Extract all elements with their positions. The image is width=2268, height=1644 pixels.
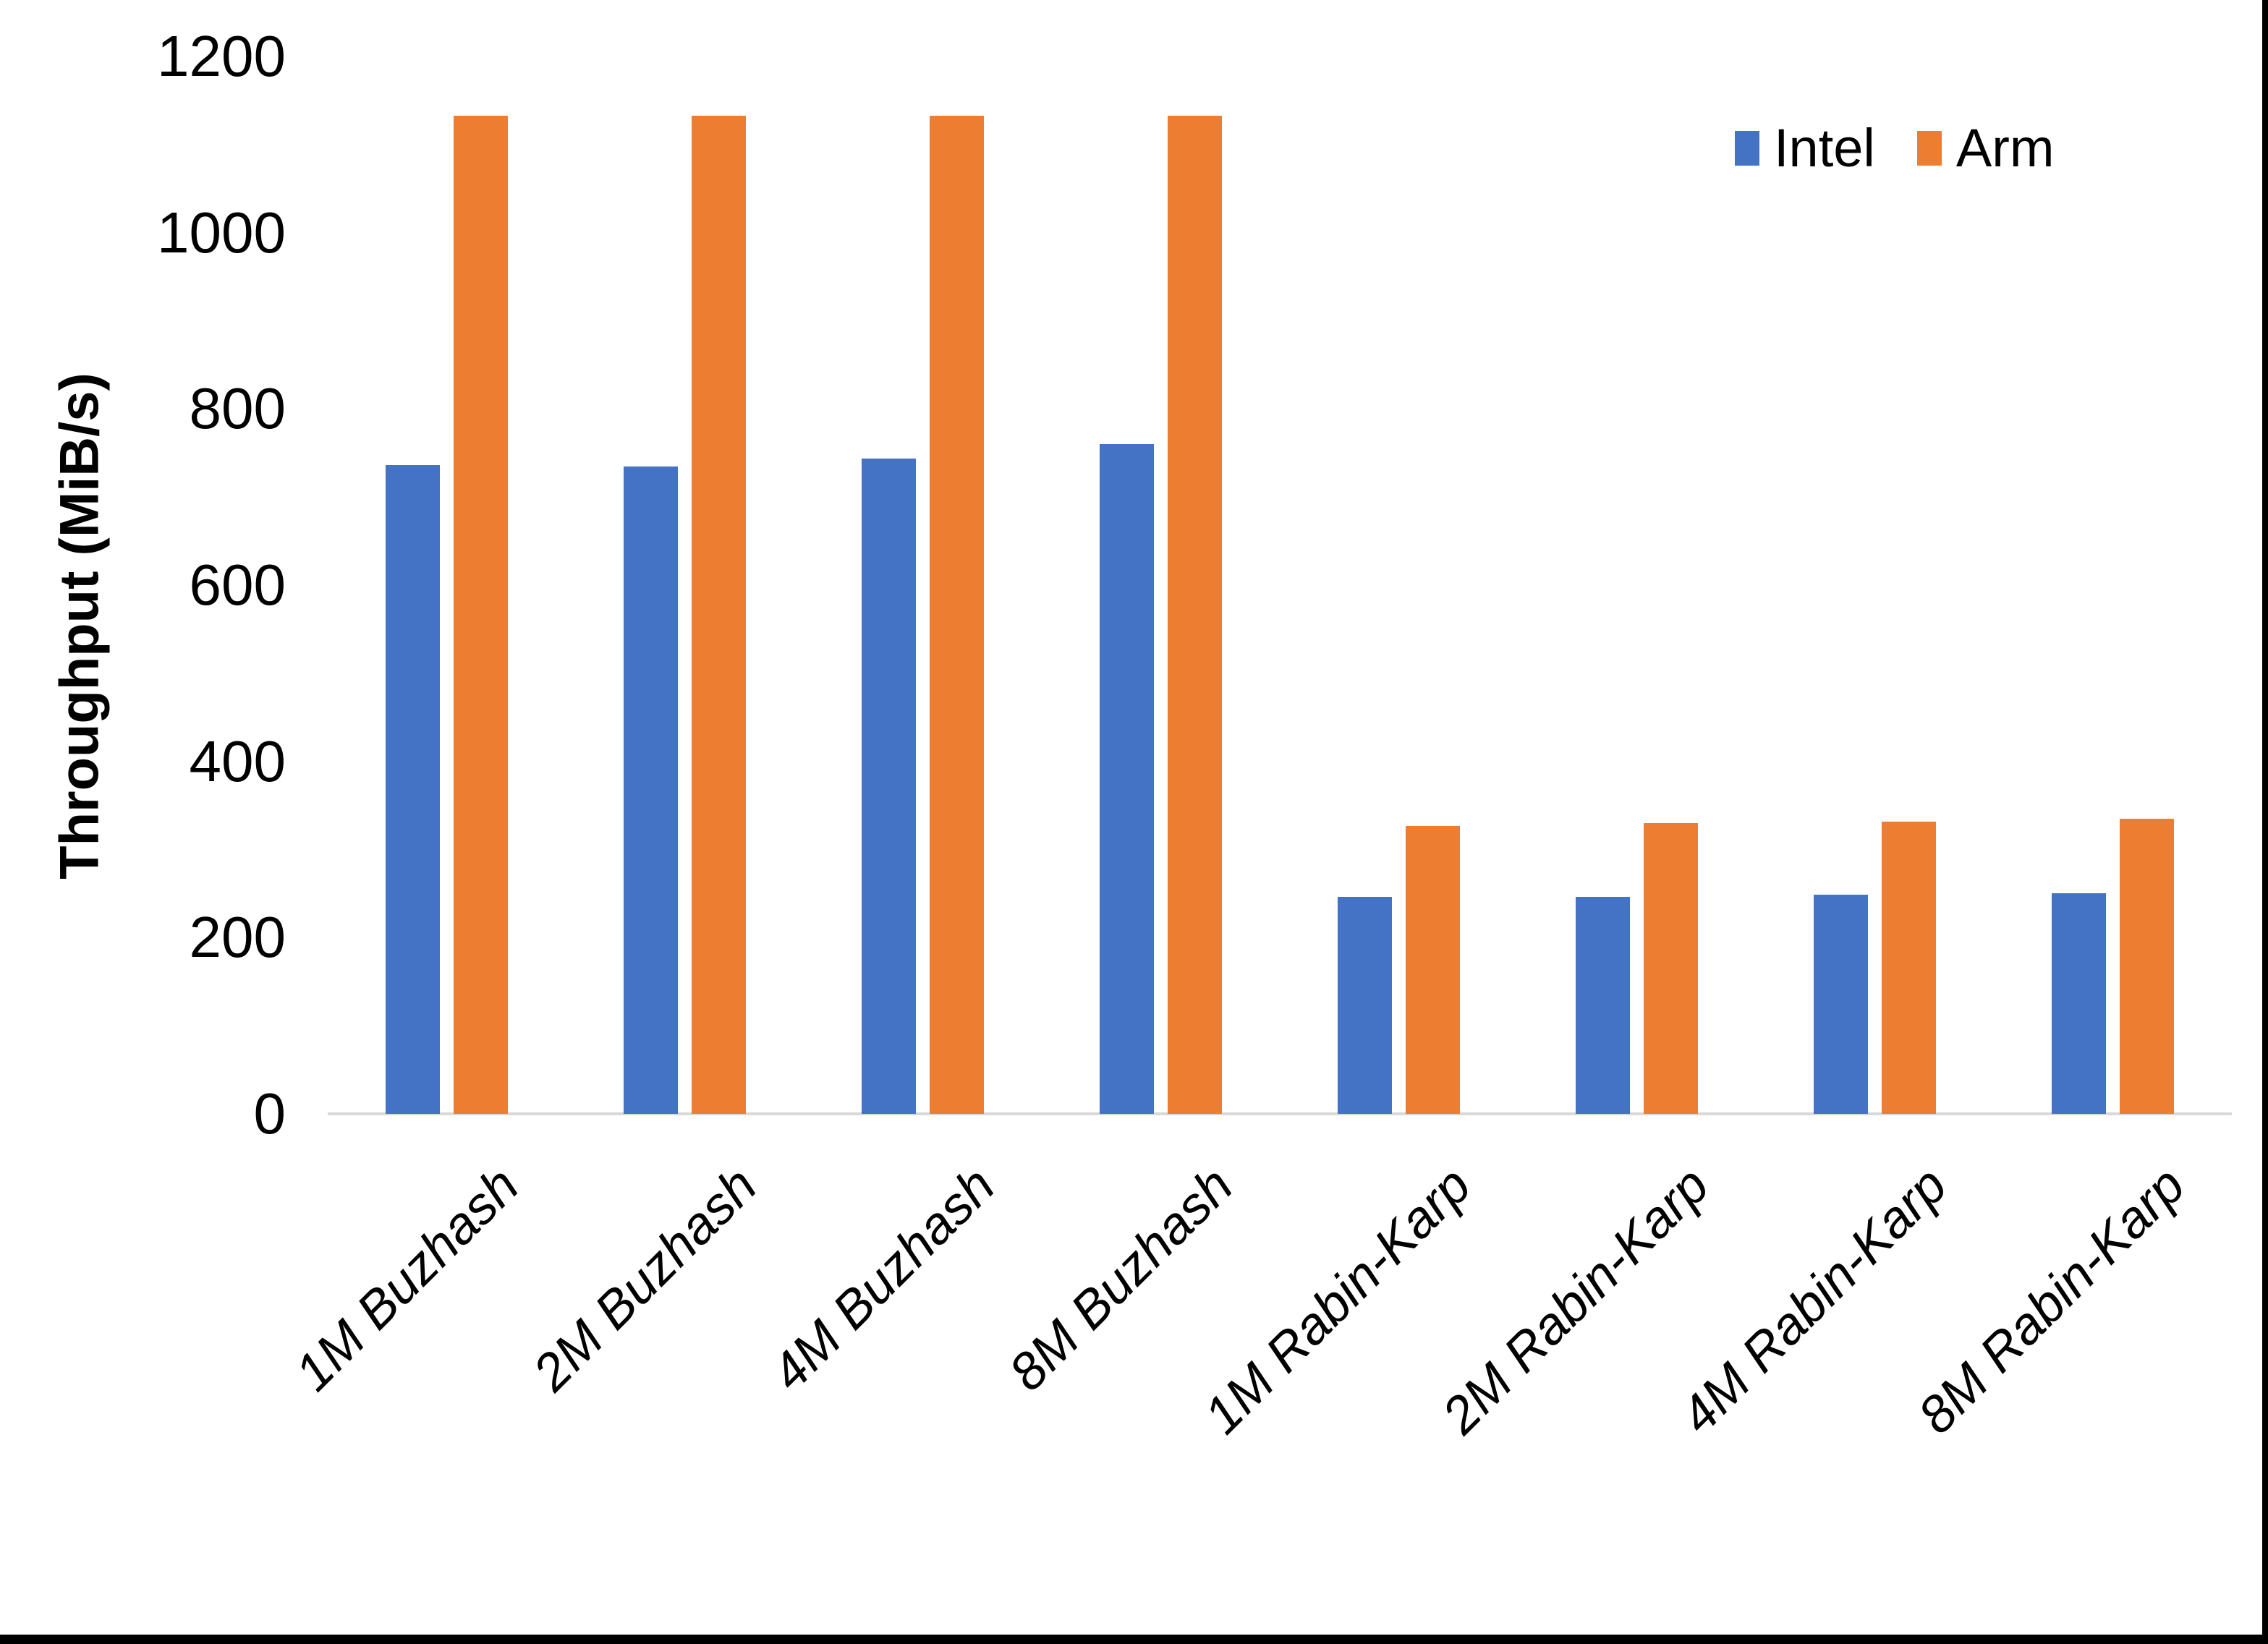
figure-border-right <box>2262 0 2268 1644</box>
x-axis-line <box>328 1112 2232 1115</box>
legend-swatch-arm <box>1916 130 1942 166</box>
x-label-4: 8M Buzhash <box>998 1156 1244 1402</box>
y-tick-label-200: 200 <box>189 905 286 970</box>
bar-arm-2 <box>692 115 746 1114</box>
bar-intel-1 <box>386 465 440 1114</box>
y-tick-label-800: 800 <box>189 376 286 441</box>
bar-intel-6 <box>1576 897 1630 1114</box>
bar-arm-8 <box>2120 818 2174 1114</box>
legend-label-intel: Intel <box>1774 118 1875 178</box>
bar-arm-5 <box>1406 825 1460 1114</box>
bar-intel-8 <box>2052 893 2106 1114</box>
x-label-3: 4M Buzhash <box>760 1156 1006 1402</box>
bar-arm-6 <box>1644 822 1698 1114</box>
bar-arm-3 <box>930 115 984 1114</box>
y-axis-title: Throughput (MiB/s) <box>48 372 111 880</box>
legend-swatch-intel <box>1735 130 1759 166</box>
bar-intel-4 <box>1100 444 1154 1114</box>
y-tick-label-600: 600 <box>189 553 286 617</box>
bar-intel-2 <box>624 466 678 1114</box>
y-tick-label-1000: 1000 <box>157 200 286 265</box>
bar-arm-7 <box>1882 821 1936 1114</box>
figure-border-bottom <box>0 1635 2268 1644</box>
x-label-1: 1M Buzhash <box>284 1156 530 1402</box>
legend-label-arm: Arm <box>1955 118 2055 178</box>
bar-intel-5 <box>1338 897 1392 1114</box>
x-label-2: 2M Buzhash <box>522 1156 768 1402</box>
legend: Intel Arm <box>1735 117 2055 179</box>
legend-item-arm: Arm <box>1916 117 2055 179</box>
bar-intel-7 <box>1814 894 1868 1114</box>
y-tick-label-1200: 1200 <box>157 24 286 88</box>
bar-arm-4 <box>1168 115 1222 1114</box>
y-tick-label-400: 400 <box>189 728 286 793</box>
bar-intel-3 <box>862 458 916 1114</box>
legend-item-intel: Intel <box>1735 117 1875 179</box>
bar-arm-1 <box>454 115 508 1114</box>
y-tick-label-0: 0 <box>253 1081 286 1146</box>
